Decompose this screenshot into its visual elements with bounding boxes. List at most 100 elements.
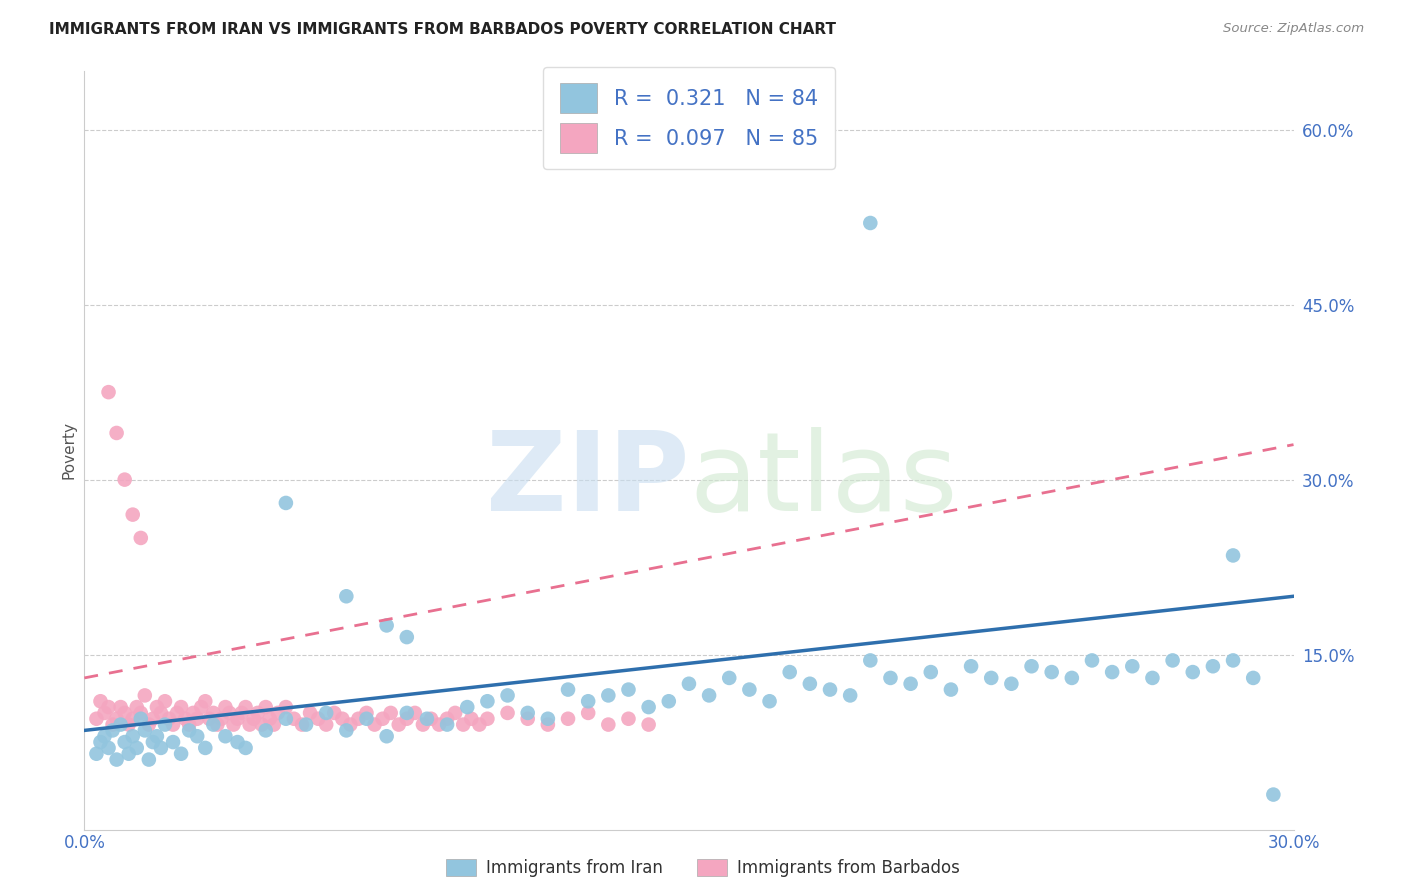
Point xyxy=(477,694,499,708)
Point xyxy=(181,706,204,720)
Point xyxy=(89,735,111,749)
Point xyxy=(1161,653,1184,667)
Point xyxy=(451,717,474,731)
Point xyxy=(339,717,361,731)
Point xyxy=(416,712,439,726)
Point xyxy=(371,712,394,726)
Point xyxy=(557,712,579,726)
Point xyxy=(93,706,115,720)
Point xyxy=(235,740,257,755)
Point xyxy=(110,700,132,714)
Point xyxy=(779,665,801,679)
Point xyxy=(129,531,152,545)
Point xyxy=(97,700,120,714)
Text: Source: ZipAtlas.com: Source: ZipAtlas.com xyxy=(1223,22,1364,36)
Point xyxy=(380,706,402,720)
Point xyxy=(1222,549,1244,563)
Point xyxy=(516,712,538,726)
Point xyxy=(110,717,132,731)
Point xyxy=(1241,671,1264,685)
Point xyxy=(412,717,434,731)
Point xyxy=(388,717,411,731)
Point xyxy=(142,712,165,726)
Point xyxy=(250,717,273,731)
Point xyxy=(818,682,841,697)
Point xyxy=(980,671,1002,685)
Point xyxy=(134,723,156,738)
Point xyxy=(307,712,329,726)
Point xyxy=(315,717,337,731)
Point xyxy=(375,729,398,743)
Point xyxy=(254,700,277,714)
Point xyxy=(194,740,217,755)
Point xyxy=(202,717,225,731)
Point xyxy=(242,712,264,726)
Point xyxy=(97,385,120,400)
Point xyxy=(138,753,160,767)
Point xyxy=(105,712,128,726)
Point xyxy=(879,671,901,685)
Point xyxy=(134,689,156,703)
Point xyxy=(198,712,221,726)
Point xyxy=(1060,671,1083,685)
Point xyxy=(209,712,232,726)
Point xyxy=(218,706,240,720)
Point xyxy=(576,694,599,708)
Point xyxy=(799,677,821,691)
Point xyxy=(404,706,426,720)
Point xyxy=(274,700,297,714)
Point xyxy=(678,677,700,691)
Point xyxy=(477,712,499,726)
Point xyxy=(114,706,136,720)
Point xyxy=(1263,788,1285,802)
Point xyxy=(375,618,398,632)
Point xyxy=(105,753,128,767)
Point xyxy=(170,747,193,761)
Point xyxy=(637,700,659,714)
Text: ZIP: ZIP xyxy=(485,427,689,534)
Text: atlas: atlas xyxy=(689,427,957,534)
Point xyxy=(496,706,519,720)
Point xyxy=(121,508,143,522)
Point xyxy=(239,717,262,731)
Point xyxy=(939,682,962,697)
Point xyxy=(1142,671,1164,685)
Point xyxy=(395,712,418,726)
Point xyxy=(274,496,297,510)
Point xyxy=(153,694,176,708)
Point xyxy=(1021,659,1043,673)
Point xyxy=(246,706,269,720)
Point xyxy=(235,700,257,714)
Point xyxy=(598,717,620,731)
Point xyxy=(1101,665,1123,679)
Y-axis label: Poverty: Poverty xyxy=(60,421,76,480)
Point xyxy=(295,717,318,731)
Point xyxy=(121,712,143,726)
Legend: R =  0.321   N = 84, R =  0.097   N = 85: R = 0.321 N = 84, R = 0.097 N = 85 xyxy=(543,67,835,169)
Point xyxy=(516,706,538,720)
Point xyxy=(738,682,761,697)
Point xyxy=(274,712,297,726)
Point xyxy=(444,706,467,720)
Point xyxy=(138,717,160,731)
Point xyxy=(97,740,120,755)
Point xyxy=(697,689,720,703)
Point xyxy=(231,706,253,720)
Point xyxy=(1081,653,1104,667)
Point xyxy=(267,706,290,720)
Point xyxy=(118,747,141,761)
Point xyxy=(758,694,780,708)
Point xyxy=(460,712,482,726)
Point xyxy=(859,653,882,667)
Point xyxy=(299,706,322,720)
Point xyxy=(101,717,124,731)
Point xyxy=(125,740,148,755)
Point xyxy=(121,729,143,743)
Point xyxy=(86,747,108,761)
Point xyxy=(166,706,188,720)
Point xyxy=(146,729,169,743)
Point xyxy=(363,717,385,731)
Point xyxy=(254,723,277,738)
Point xyxy=(118,717,141,731)
Point xyxy=(637,717,659,731)
